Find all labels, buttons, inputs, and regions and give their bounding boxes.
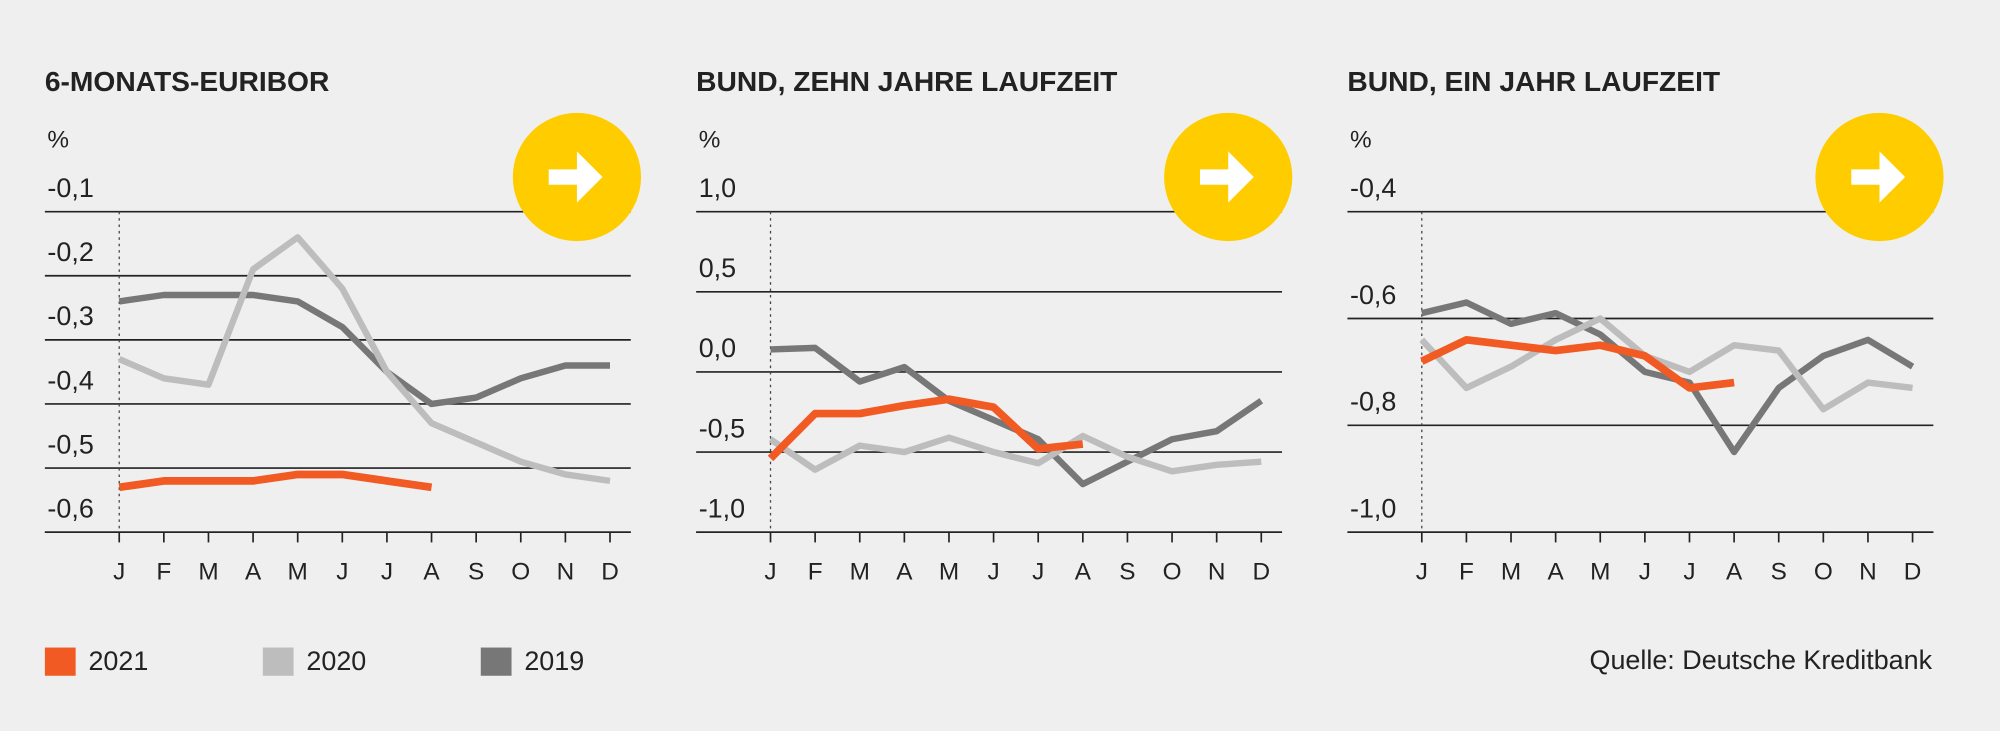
arrow-badge <box>1815 112 1944 242</box>
series-line <box>767 395 1084 462</box>
y-tick-label: -0,6 <box>1350 280 1396 310</box>
x-tick-label: A <box>1548 559 1565 586</box>
arrow-badge <box>512 112 642 242</box>
legend-swatch <box>44 647 76 676</box>
x-tick-label: A <box>1726 559 1743 586</box>
x-tick-label: J <box>1032 559 1044 586</box>
y-tick-label: -0,4 <box>1350 173 1396 203</box>
badge-arrow <box>1200 151 1254 203</box>
series-line <box>1419 315 1913 413</box>
x-tick-label: S <box>468 559 484 586</box>
series-line <box>118 470 433 492</box>
x-tick-label: D <box>1904 559 1922 586</box>
x-tick-label: J <box>1416 559 1428 586</box>
y-tick-label: -0,2 <box>47 237 93 267</box>
y-tick-label: -0,5 <box>47 429 93 459</box>
x-tick-label: N <box>557 559 575 586</box>
chart-title: BUND, ZEHN JAHRE LAUFZEIT <box>696 65 1117 97</box>
x-tick-label: M <box>288 559 308 586</box>
x-tick-label: A <box>1075 559 1092 586</box>
x-tick-label: M <box>850 559 870 586</box>
y-tick-label: -0,1 <box>47 173 93 203</box>
source: Quelle: Deutsche Kreditbank <box>1590 645 1933 675</box>
x-tick-label: S <box>1771 559 1787 586</box>
x-tick-label: M <box>939 559 959 586</box>
y-tick-label: -0,5 <box>699 413 745 443</box>
legend-label: 2021 <box>88 646 148 676</box>
unit-label: % <box>47 127 69 154</box>
series-line <box>768 432 1262 475</box>
chart-title: BUND, EIN JAHR LAUFZEIT <box>1347 65 1720 97</box>
badge-arrow <box>548 151 603 203</box>
series-line <box>118 291 611 408</box>
chart-title: 6-MONATS-EURIBOR <box>45 65 329 97</box>
x-tick-label: D <box>601 559 619 586</box>
x-tick-label: J <box>764 559 776 586</box>
y-tick-label: -1,0 <box>1350 493 1396 523</box>
legend-label: 2020 <box>306 646 366 676</box>
x-tick-label: A <box>245 559 262 586</box>
y-tick-label: -0,6 <box>47 493 93 523</box>
x-tick-label: M <box>198 559 218 586</box>
x-tick-label: F <box>156 559 171 586</box>
x-tick-label: J <box>988 559 1000 586</box>
x-tick-label: O <box>1163 559 1182 586</box>
y-tick-label: -0,3 <box>47 301 93 331</box>
series-line <box>1421 299 1915 456</box>
series-line <box>117 234 611 485</box>
y-tick-label: 0,5 <box>699 253 736 283</box>
x-tick-label: M <box>1590 559 1610 586</box>
x-tick-label: N <box>1859 559 1877 586</box>
x-tick-label: J <box>1683 559 1695 586</box>
x-tick-label: M <box>1501 559 1521 586</box>
arrow-badge <box>1164 112 1293 242</box>
legend-swatch <box>262 647 294 676</box>
x-tick-label: J <box>113 559 125 586</box>
y-tick-label: -0,4 <box>47 365 93 395</box>
x-tick-label: A <box>896 559 913 586</box>
x-tick-label: J <box>381 559 393 586</box>
y-tick-label: 0,0 <box>699 333 736 363</box>
x-tick-label: F <box>808 559 823 586</box>
legend-label: 2019 <box>524 646 584 676</box>
series-line <box>1420 336 1735 392</box>
x-tick-label: A <box>423 559 440 586</box>
x-tick-label: D <box>1252 559 1270 586</box>
legend-swatch <box>480 647 512 676</box>
unit-label: % <box>1350 127 1372 154</box>
x-tick-label: S <box>1119 559 1135 586</box>
x-tick-label: F <box>1459 559 1474 586</box>
y-tick-label: 1,0 <box>699 173 736 203</box>
y-tick-label: -0,8 <box>1350 387 1396 417</box>
x-tick-label: O <box>511 559 530 586</box>
x-tick-label: J <box>1639 559 1651 586</box>
unit-label: % <box>699 127 721 154</box>
x-tick-label: O <box>1814 559 1833 586</box>
badge-arrow <box>1851 151 1906 203</box>
x-tick-label: J <box>336 559 348 586</box>
x-tick-label: N <box>1208 559 1226 586</box>
y-tick-label: -1,0 <box>699 493 745 523</box>
